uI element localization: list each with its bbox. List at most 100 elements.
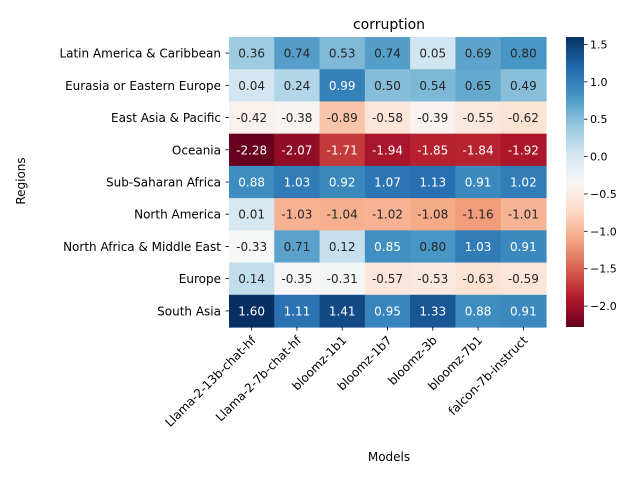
y-tick-label: Sub-Saharan Africa	[106, 176, 221, 190]
heatmap-cell	[319, 198, 366, 231]
heatmap-cell	[319, 165, 366, 199]
heatmap-cell	[319, 101, 366, 135]
cell-value-label: 0.71	[284, 240, 311, 254]
heatmap-cell	[364, 101, 411, 135]
heatmap-cell	[229, 133, 275, 167]
heatmap-cell	[229, 37, 275, 70]
heatmap-cell	[500, 165, 547, 199]
cell-value-label: 0.69	[465, 47, 492, 61]
cell-value-label: 0.91	[510, 304, 537, 318]
cell-value-label: 1.11	[284, 304, 311, 318]
y-tick-label: East Asia & Pacific	[111, 111, 221, 125]
cell-value-label: 1.03	[465, 240, 492, 254]
cell-value-label: -1.94	[372, 143, 403, 157]
heatmap-cell	[274, 165, 321, 199]
heatmap-cell	[364, 133, 411, 167]
heatmap-cell	[455, 230, 502, 264]
heatmap-cell	[319, 69, 366, 103]
heatmap-cell	[229, 165, 275, 199]
cell-value-label: -0.42	[236, 111, 267, 125]
cell-value-label: 0.88	[465, 304, 492, 318]
cell-value-label: 1.03	[284, 176, 311, 190]
colorbar	[566, 37, 584, 327]
cell-value-label: 0.04	[238, 79, 265, 93]
cell-value-label: 0.05	[419, 47, 446, 61]
colorbar-tick-label: −2.0	[590, 300, 617, 313]
heatmap-cell	[274, 294, 321, 328]
cell-value-label: -2.07	[281, 143, 312, 157]
x-tick-label: Llama-2-13b-chat-hf	[162, 333, 259, 430]
y-tick-label: Europe	[179, 272, 221, 286]
heatmap-cell	[364, 165, 411, 199]
cell-value-label: -0.58	[372, 111, 403, 125]
cell-value-label: -1.84	[463, 143, 494, 157]
heatmap-cell	[364, 198, 411, 231]
heatmap-cell	[500, 294, 547, 328]
y-tick-label: Latin America & Caribbean	[59, 47, 221, 61]
heatmap-cell	[410, 37, 457, 70]
cell-value-label: -0.55	[463, 111, 494, 125]
heatmap-cell	[274, 37, 321, 70]
heatmap-cell	[455, 69, 502, 103]
cell-value-label: 0.99	[329, 79, 356, 93]
heatmap-cell	[229, 198, 275, 231]
heatmap-cell	[455, 165, 502, 199]
y-tick-label: South Asia	[157, 304, 221, 318]
cell-value-label: -0.33	[236, 240, 267, 254]
heatmap-cell	[229, 101, 275, 135]
heatmap-cell	[500, 262, 547, 296]
heatmap-cell	[455, 37, 502, 70]
cell-value-label: -0.31	[327, 272, 358, 286]
heatmap-cell	[274, 133, 321, 167]
heatmap-cell	[410, 230, 457, 264]
cell-value-label: 1.33	[419, 304, 446, 318]
x-tick-label: falcon-7b-instruct	[446, 333, 531, 418]
cell-value-label: 0.85	[374, 240, 401, 254]
cell-value-label: -0.57	[372, 272, 403, 286]
cell-value-label: -0.35	[281, 272, 312, 286]
chart-title: corruption	[353, 17, 425, 33]
cell-value-label: 0.91	[465, 176, 492, 190]
cell-value-label: -1.85	[417, 143, 448, 157]
heatmap-cell	[455, 101, 502, 135]
cell-value-label: 0.80	[419, 240, 446, 254]
cell-value-label: -1.08	[417, 208, 448, 222]
heatmap-cell	[229, 230, 275, 264]
heatmap-cell	[410, 133, 457, 167]
cell-value-label: 0.74	[374, 47, 401, 61]
heatmap-cell	[319, 133, 366, 167]
cell-value-label: -1.16	[463, 208, 494, 222]
heatmap-cell	[410, 262, 457, 296]
cell-value-label: 0.50	[374, 79, 401, 93]
cell-value-label: 0.14	[238, 272, 265, 286]
cell-value-label: 1.13	[419, 176, 446, 190]
cell-value-label: 1.02	[510, 176, 537, 190]
cell-value-label: -1.02	[372, 208, 403, 222]
colorbar-tick-label: −1.5	[590, 263, 617, 276]
cell-value-label: -1.92	[508, 143, 539, 157]
cell-value-label: 0.80	[510, 47, 537, 61]
cell-value-label: 0.49	[510, 79, 537, 93]
heatmap-cell	[274, 230, 321, 264]
cell-value-label: 0.54	[419, 79, 446, 93]
heatmap-cell	[455, 198, 502, 231]
colorbar-tick-label: −1.0	[590, 225, 617, 238]
heatmap-cell	[500, 37, 547, 70]
heatmap-cell	[410, 101, 457, 135]
heatmap-cell	[410, 165, 457, 199]
y-tick-label: Oceania	[172, 143, 221, 157]
heatmap-cell	[500, 230, 547, 264]
colorbar-tick-label: 0.5	[590, 113, 608, 126]
y-tick-label: Eurasia or Eastern Europe	[65, 79, 221, 93]
heatmap-cell	[364, 230, 411, 264]
y-tick-labels: Latin America & Caribbean Eurasia or East…	[59, 47, 229, 318]
heatmap-cell	[364, 37, 411, 70]
y-tick-label: North America	[134, 208, 221, 222]
cell-value-label: -0.53	[417, 272, 448, 286]
cell-value-label: 0.92	[329, 176, 356, 190]
heatmap-cell	[319, 262, 366, 296]
cell-value-label: 0.88	[238, 176, 265, 190]
heatmap-cell	[410, 294, 457, 328]
cell-value-label: -1.04	[327, 208, 358, 222]
